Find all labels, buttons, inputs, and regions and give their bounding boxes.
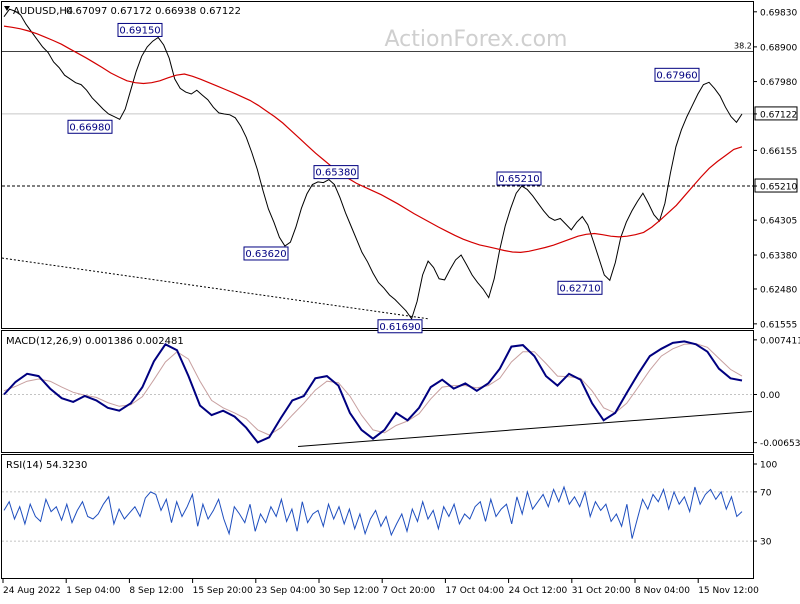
macd-axis-label: -0.006532 (760, 439, 800, 449)
macd-title: MACD(12,26,9) 0.001386 0.002481 (6, 336, 184, 347)
swing-label-box (496, 171, 542, 186)
price-axis-label: 0.69830 (760, 8, 797, 18)
time-axis-label: 15 Sep 20:00 (193, 586, 253, 596)
price-axis-label: 0.66155 (760, 147, 797, 157)
time-axis-label: 24 Oct 12:00 (509, 586, 568, 596)
swing-label-box (654, 67, 700, 82)
price-axis-label: 0.65210 (760, 183, 797, 193)
macd-line (3, 340, 743, 444)
price-axis-label: 0.67122 (760, 110, 797, 120)
time-axis-label: 17 Oct 04:00 (445, 586, 504, 596)
dropdown-triangle-icon[interactable] (4, 6, 10, 11)
symbol-label: AUDUSD,H4 (13, 6, 73, 17)
swing-label: 0.66980 (69, 122, 110, 133)
price-axis-label: 0.62480 (760, 285, 797, 295)
price-axis-label: 0.64305 (760, 217, 797, 227)
time-axis-label: 8 Sep 12:00 (129, 586, 184, 596)
swing-label: 0.63620 (245, 249, 286, 260)
ohlc-readout: 0.67097 0.67172 0.66938 0.67122 (66, 6, 241, 17)
swing-label-box (67, 119, 113, 134)
swing-label-box (377, 319, 423, 334)
price-line (3, 8, 743, 320)
rsi-axis-label: 70 (760, 488, 772, 498)
swing-label: 0.65210 (498, 174, 539, 185)
swing-label-box (557, 280, 603, 295)
watermark: ActionForex.com (385, 27, 568, 52)
time-axis-label: 30 Sep 12:00 (319, 586, 379, 596)
fib-38-label: 38.2 (734, 41, 752, 50)
price-series-layer: 38.2 0.69150 0.66980 0.65380 0.63620 0.61690 0… (1, 8, 753, 334)
price-axis-label: 0.63380 (760, 252, 797, 262)
price-panel[interactable] (1, 1, 754, 329)
rsi-axis-label: 100 (760, 461, 777, 471)
rsi-line (3, 485, 743, 539)
axis-layer: 0.69830 0.68900 0.67980 0.67122 0.66155 0.652… (2, 8, 800, 596)
time-axis-label: 7 Oct 20:00 (382, 586, 435, 596)
macd-series-layer (2, 340, 753, 447)
time-axis-label: 24 Aug 2022 (3, 586, 61, 596)
swing-label: 0.65380 (315, 168, 356, 179)
macd-trendline (297, 410, 753, 447)
time-axis-label: 15 Nov 12:00 (698, 586, 759, 596)
swing-label: 0.69150 (119, 25, 160, 36)
swing-label: 0.62710 (559, 283, 600, 294)
moving-average-line (3, 25, 743, 254)
macd-axis-label: 0.00 (760, 391, 780, 401)
macd-axis-label: 0.007411 (760, 336, 800, 346)
swing-label: 0.67960 (656, 70, 697, 81)
rsi-series-layer (2, 485, 753, 542)
swing-label-box (117, 22, 163, 37)
price-axis-label: 0.61555 (760, 320, 797, 330)
time-axis-label: 23 Sep 04:00 (256, 586, 316, 596)
time-axis-label: 31 Oct 20:00 (572, 586, 631, 596)
rsi-axis-label: 30 (760, 538, 772, 548)
price-axis-label: 0.68900 (760, 43, 797, 53)
time-axis-label: 1 Sep 04:00 (66, 586, 121, 596)
rsi-title: RSI(14) 54.3230 (6, 460, 87, 471)
time-axis-label: 8 Nov 04:00 (635, 586, 690, 596)
swing-label-box (313, 165, 359, 180)
swing-label: 0.61690 (379, 322, 420, 333)
price-axis-label: 0.67980 (760, 78, 797, 88)
swing-label-box (243, 246, 289, 261)
